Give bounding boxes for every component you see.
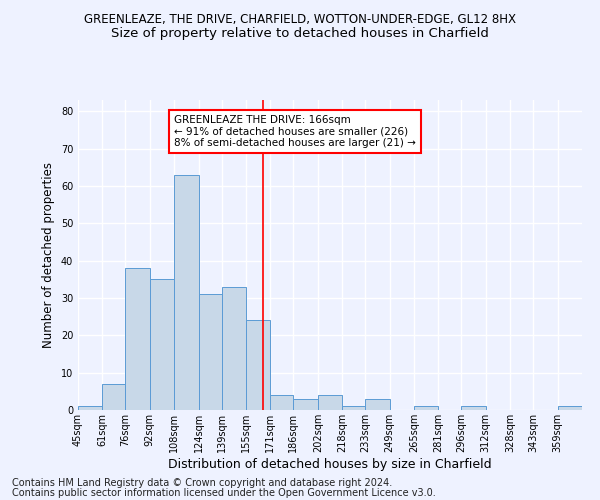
Bar bbox=[221, 286, 246, 410]
Bar bbox=[557, 406, 582, 410]
Bar bbox=[342, 406, 365, 410]
Bar bbox=[125, 268, 150, 410]
Text: Size of property relative to detached houses in Charfield: Size of property relative to detached ho… bbox=[111, 28, 489, 40]
Bar bbox=[318, 395, 342, 410]
X-axis label: Distribution of detached houses by size in Charfield: Distribution of detached houses by size … bbox=[168, 458, 492, 470]
Bar bbox=[246, 320, 271, 410]
Text: Contains HM Land Registry data © Crown copyright and database right 2024.: Contains HM Land Registry data © Crown c… bbox=[12, 478, 392, 488]
Bar bbox=[78, 406, 103, 410]
Bar bbox=[174, 174, 199, 410]
Y-axis label: Number of detached properties: Number of detached properties bbox=[42, 162, 55, 348]
Text: Contains public sector information licensed under the Open Government Licence v3: Contains public sector information licen… bbox=[12, 488, 436, 498]
Bar bbox=[199, 294, 221, 410]
Bar bbox=[414, 406, 439, 410]
Bar bbox=[271, 395, 293, 410]
Bar bbox=[103, 384, 125, 410]
Bar bbox=[150, 280, 174, 410]
Text: GREENLEAZE, THE DRIVE, CHARFIELD, WOTTON-UNDER-EDGE, GL12 8HX: GREENLEAZE, THE DRIVE, CHARFIELD, WOTTON… bbox=[84, 12, 516, 26]
Bar bbox=[293, 399, 318, 410]
Bar bbox=[461, 406, 486, 410]
Text: GREENLEAZE THE DRIVE: 166sqm
← 91% of detached houses are smaller (226)
8% of se: GREENLEAZE THE DRIVE: 166sqm ← 91% of de… bbox=[174, 115, 416, 148]
Bar bbox=[365, 399, 389, 410]
